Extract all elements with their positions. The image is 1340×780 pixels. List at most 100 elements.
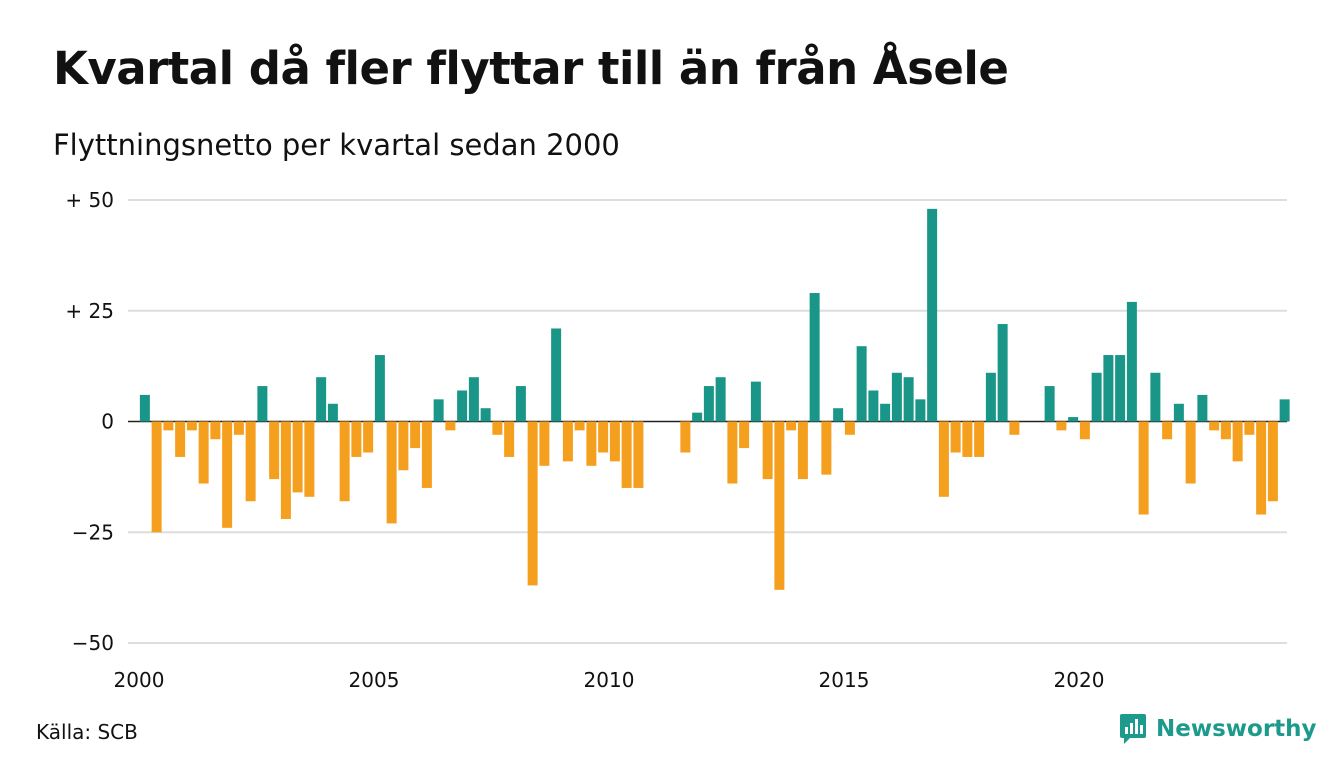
bar xyxy=(692,412,703,422)
bar xyxy=(1150,372,1161,422)
bar xyxy=(633,421,644,488)
bar xyxy=(1126,301,1137,422)
bar xyxy=(504,421,515,457)
bar xyxy=(351,421,362,457)
bar xyxy=(304,421,315,497)
y-tick-label: + 50 xyxy=(65,188,114,212)
bar xyxy=(1256,421,1267,515)
bar xyxy=(175,421,186,457)
bar xyxy=(562,421,573,462)
bar xyxy=(257,386,268,422)
bar xyxy=(974,421,985,457)
bar xyxy=(868,390,879,422)
bar xyxy=(374,355,385,422)
bar xyxy=(938,421,949,497)
bar xyxy=(609,421,620,462)
bar xyxy=(950,421,961,453)
bar xyxy=(316,377,327,422)
x-tick-label: 2005 xyxy=(349,668,400,692)
bar xyxy=(1162,421,1173,440)
bar xyxy=(997,324,1008,422)
bar xyxy=(797,421,808,480)
bar xyxy=(363,421,374,453)
bar xyxy=(1044,386,1055,422)
bar xyxy=(750,381,761,422)
bar xyxy=(880,403,891,422)
bar xyxy=(233,421,244,435)
x-tick-label: 2000 xyxy=(114,668,165,692)
bar xyxy=(856,346,867,422)
bar xyxy=(210,421,221,440)
bar xyxy=(715,377,726,422)
y-tick-label: + 25 xyxy=(65,299,114,323)
bar xyxy=(1068,417,1079,422)
bar xyxy=(551,328,562,422)
bar xyxy=(1209,421,1220,431)
chart-subtitle: Flyttningsnetto per kvartal sedan 2000 xyxy=(53,128,620,162)
bar xyxy=(468,377,479,422)
x-tick-label: 2015 xyxy=(819,668,870,692)
bar xyxy=(269,421,280,480)
bar xyxy=(445,421,456,431)
bar xyxy=(1091,372,1102,422)
bar xyxy=(598,421,609,453)
bar xyxy=(339,421,350,502)
y-tick-label: −50 xyxy=(72,631,114,655)
bar xyxy=(433,399,444,422)
bar xyxy=(844,421,855,435)
bar xyxy=(186,421,197,431)
bar xyxy=(1138,421,1149,515)
bar xyxy=(903,377,914,422)
bar xyxy=(1173,403,1184,422)
bar xyxy=(527,421,538,586)
bar xyxy=(586,421,597,466)
bar xyxy=(915,399,926,422)
bar xyxy=(457,390,468,422)
bar xyxy=(139,394,150,422)
x-tick-label: 2010 xyxy=(584,668,635,692)
newsworthy-logo-icon xyxy=(1120,714,1146,744)
bar xyxy=(1056,421,1067,431)
bar xyxy=(222,421,233,528)
bar xyxy=(245,421,256,502)
bar xyxy=(833,408,844,422)
bar xyxy=(680,421,691,453)
bar xyxy=(891,372,902,422)
bar xyxy=(985,372,996,422)
bar xyxy=(410,421,421,449)
chart-title: Kvartal då fler flyttar till än från Åse… xyxy=(53,42,1009,95)
bar xyxy=(809,293,820,422)
bar xyxy=(962,421,973,457)
bar xyxy=(727,421,738,484)
y-tick-label: −25 xyxy=(72,520,114,544)
bar xyxy=(739,421,750,449)
bar xyxy=(515,386,526,422)
source-note: Källa: SCB xyxy=(36,720,138,744)
x-tick-label: 2020 xyxy=(1054,668,1105,692)
bar xyxy=(398,421,409,471)
bar xyxy=(151,421,162,533)
bar xyxy=(927,208,938,422)
bar xyxy=(821,421,832,475)
bar xyxy=(1197,394,1208,422)
brand-name: Newsworthy xyxy=(1156,716,1317,742)
bar xyxy=(1079,421,1090,440)
bars xyxy=(139,208,1290,590)
bar xyxy=(1185,421,1196,484)
bar xyxy=(1115,355,1126,422)
bar xyxy=(163,421,174,431)
bar xyxy=(1232,421,1243,462)
bar xyxy=(421,421,432,488)
bar xyxy=(492,421,503,435)
bar xyxy=(198,421,209,484)
bar xyxy=(762,421,773,480)
brand-logo[interactable]: Newsworthy xyxy=(1118,712,1317,746)
bar xyxy=(621,421,632,488)
bar xyxy=(280,421,291,519)
bar xyxy=(1220,421,1231,440)
bar xyxy=(386,421,397,524)
bar xyxy=(1279,399,1290,422)
bar xyxy=(786,421,797,431)
